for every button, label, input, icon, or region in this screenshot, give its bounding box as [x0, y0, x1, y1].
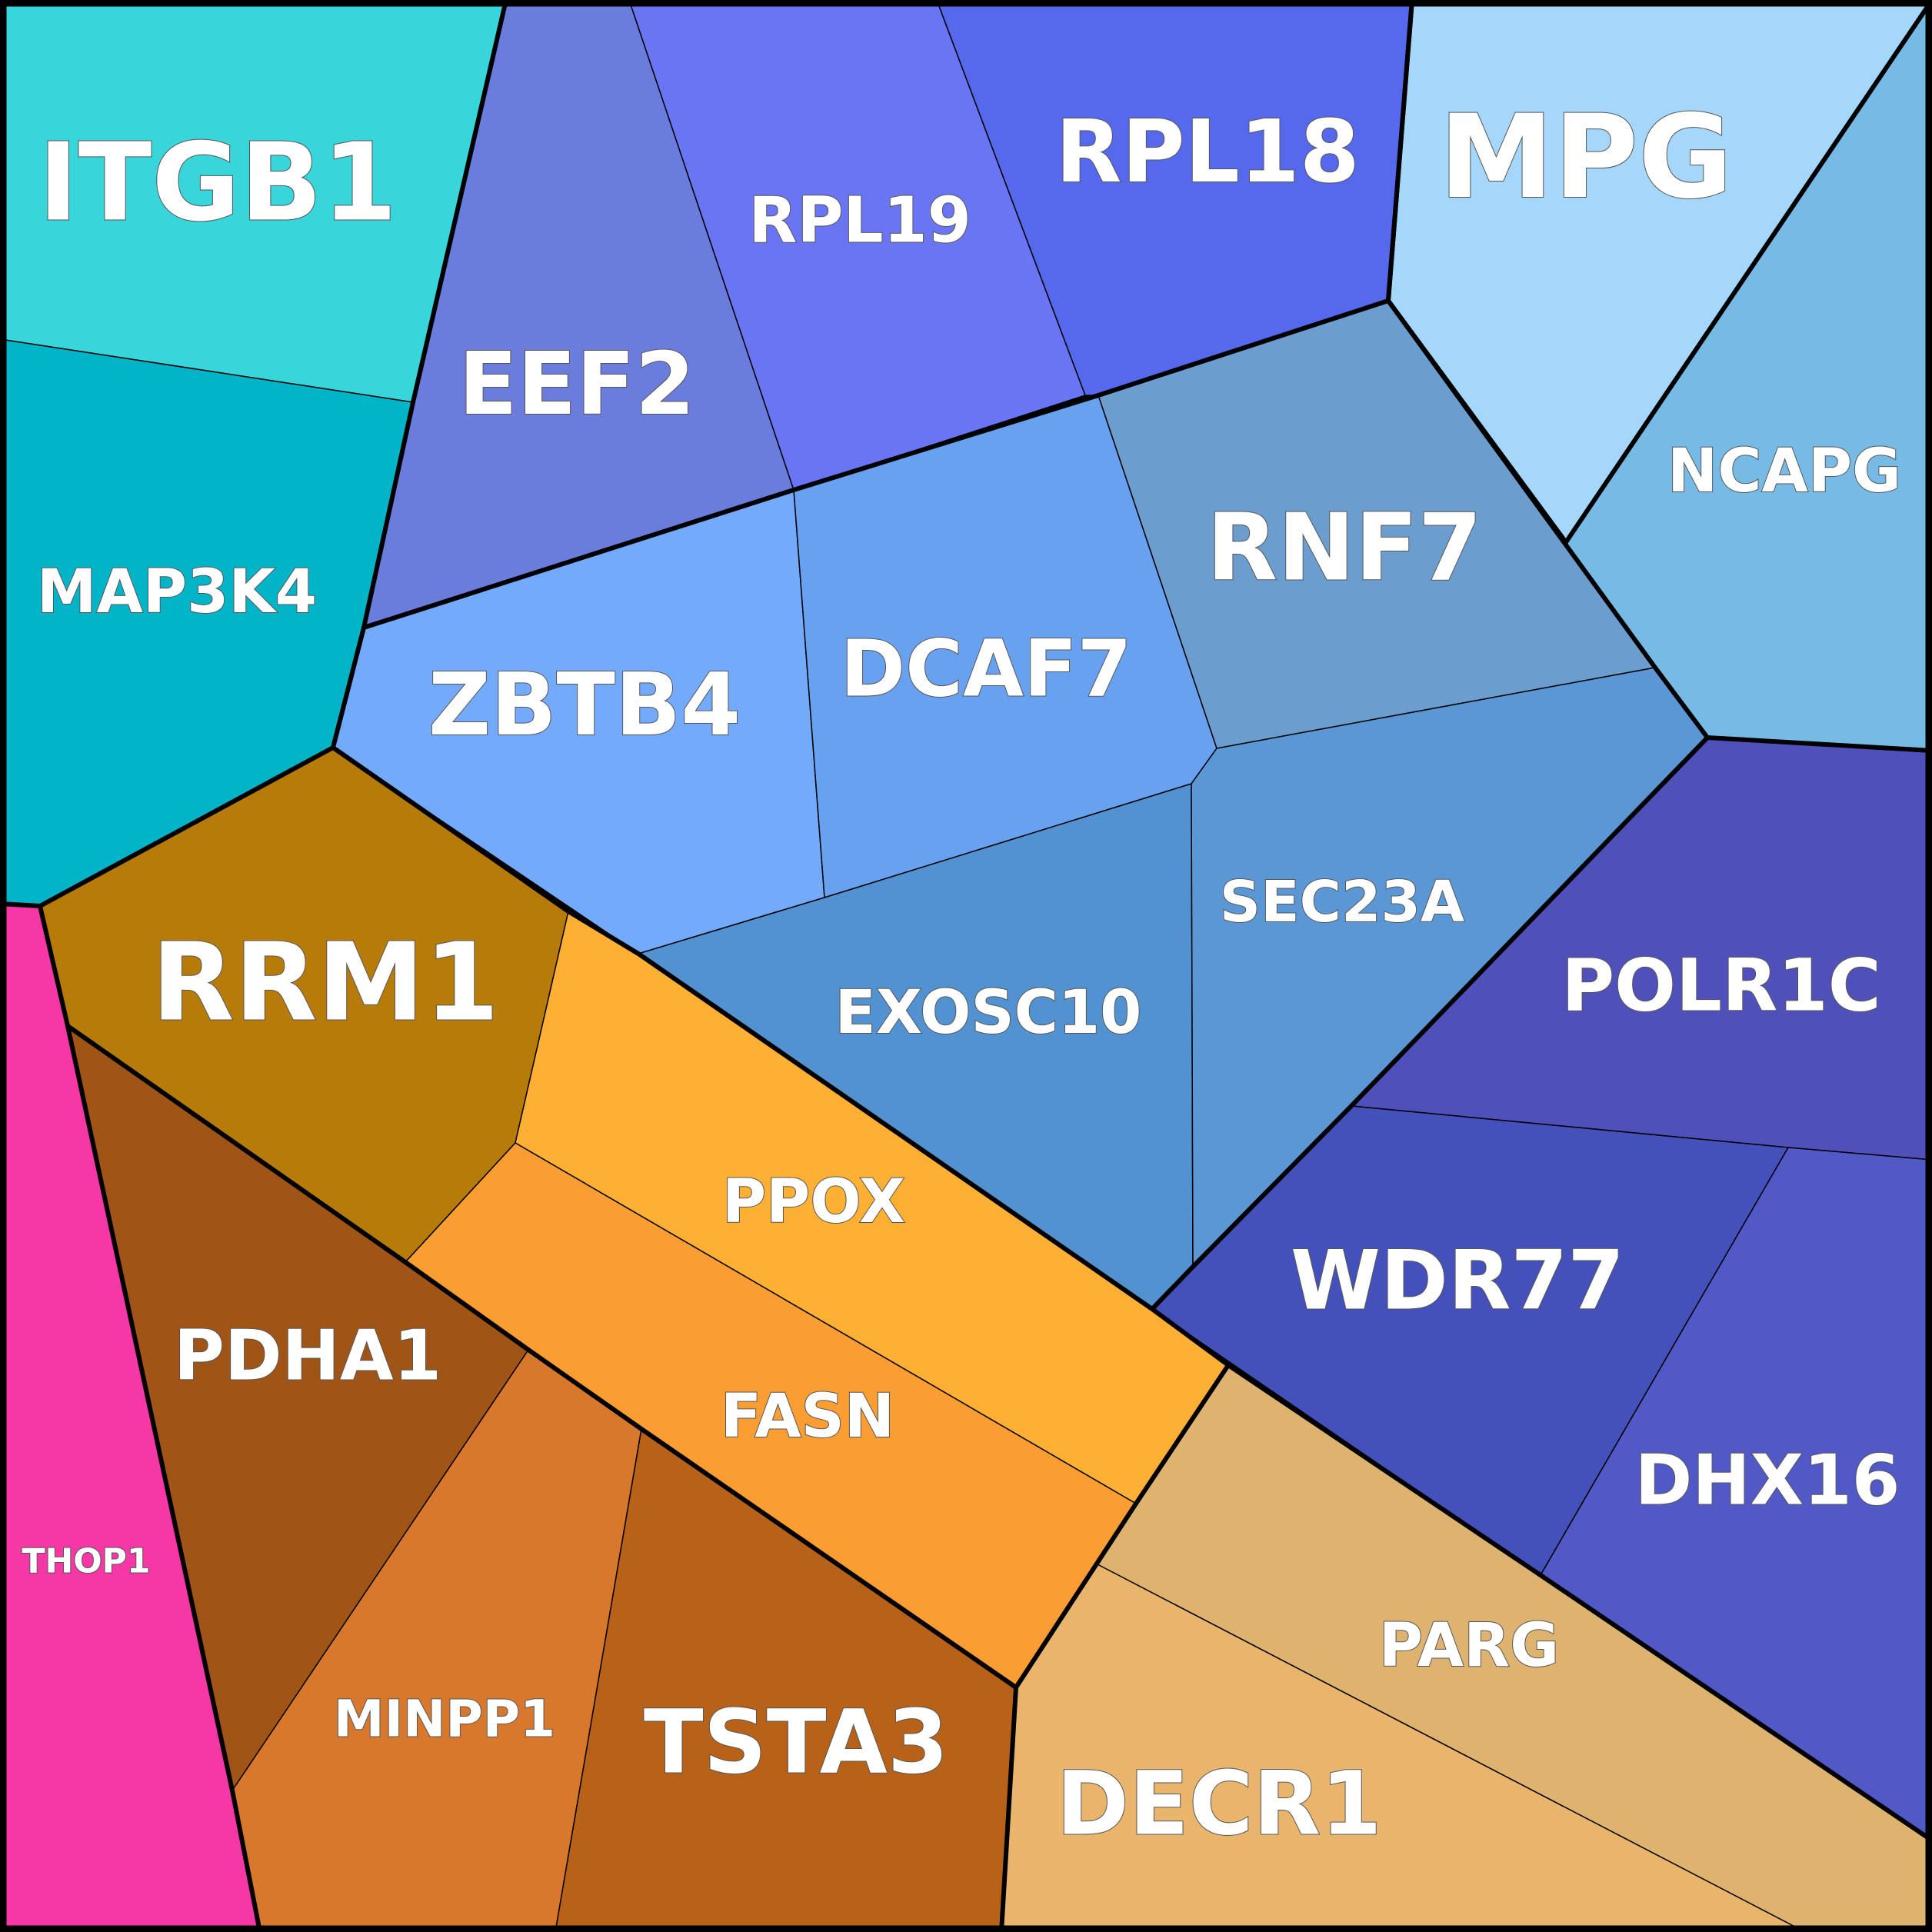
group-border-7 [363, 298, 1389, 630]
cell-label-itgb1: ITGB1 [38, 121, 398, 246]
cell-label-dcaf7: DCAF7 [840, 624, 1131, 715]
group-border-5 [1150, 735, 1932, 1311]
group-border-8 [1386, 0, 1932, 545]
cell-label-mpg: MPG [1439, 91, 1733, 225]
cell-label-tsta3: TSTA3 [644, 1691, 948, 1794]
cell-label-minpp1: MINPP1 [334, 1690, 555, 1749]
cell-label-sec23a: SEC23A [1220, 869, 1464, 935]
cell-label-fasn: FASN [721, 1382, 894, 1451]
cell-label-rpl19: RPL19 [748, 185, 971, 258]
cell-label-ppox: PPOX [722, 1168, 905, 1237]
cell-dhx16 [1540, 1147, 1932, 1841]
cell-label-rrm1: RRM1 [152, 921, 499, 1046]
cell-label-wdr77: WDR77 [1291, 1234, 1624, 1328]
treemap-labels: ITGB1 MAP3K4 EEF2 RPL19 RPL18 MPG NCAPG ZBTB4 DC… [21, 90, 1902, 1856]
cell-label-rnf7: RNF7 [1207, 495, 1482, 602]
cell-label-polr1c: POLR1C [1561, 944, 1880, 1028]
group-border-0 [0, 0, 508, 908]
group-border-3 [999, 1364, 1231, 1932]
cell-label-pdha1: PDHA1 [174, 1316, 441, 1397]
cell-label-decr1: DECR1 [1056, 1753, 1381, 1855]
cell-label-dhx16: DHX16 [1635, 1441, 1900, 1521]
cell-label-parg: PARG [1379, 1611, 1559, 1681]
cell-label-thop1: THOP1 [22, 1542, 150, 1581]
group-border-1 [38, 905, 262, 1932]
cell-label-eef2: EEF2 [458, 335, 695, 435]
cell-label-exosc10: EXOSC10 [835, 978, 1142, 1048]
cell-label-ncapg: NCAPG [1667, 437, 1901, 506]
cell-label-map3k4: MAP3K4 [37, 558, 317, 627]
group-border-4 [66, 1024, 1018, 1690]
cell-label-rpl18: RPL18 [1055, 102, 1360, 202]
cell-label-zbtb4: ZBTB4 [428, 655, 741, 755]
